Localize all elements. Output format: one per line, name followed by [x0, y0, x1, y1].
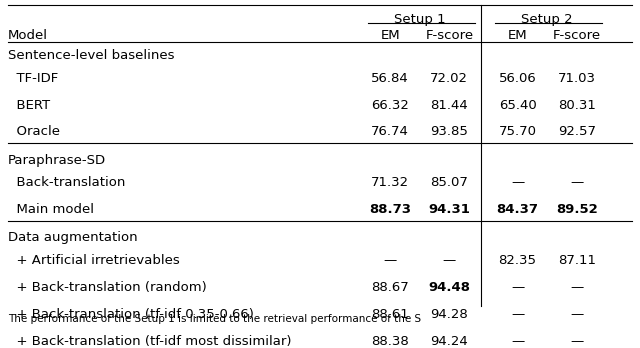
Text: EM: EM — [380, 29, 400, 42]
Text: —: — — [511, 308, 524, 321]
Text: 75.70: 75.70 — [499, 125, 536, 139]
Text: Main model: Main model — [8, 203, 94, 216]
Text: 92.57: 92.57 — [558, 125, 596, 139]
Text: EM: EM — [508, 29, 527, 42]
Text: 93.85: 93.85 — [431, 125, 468, 139]
Text: 87.11: 87.11 — [558, 254, 596, 267]
Text: 65.40: 65.40 — [499, 98, 536, 111]
Text: —: — — [511, 335, 524, 348]
Text: BERT: BERT — [8, 98, 50, 111]
Text: + Back-translation (tf-idf most dissimilar): + Back-translation (tf-idf most dissimil… — [8, 335, 291, 348]
Text: 89.52: 89.52 — [556, 203, 598, 216]
Text: 94.28: 94.28 — [431, 308, 468, 321]
Text: Oracle: Oracle — [8, 125, 60, 139]
Text: + Artificial irretrievables: + Artificial irretrievables — [8, 254, 179, 267]
Text: 66.32: 66.32 — [371, 98, 409, 111]
Text: Setup 2: Setup 2 — [522, 13, 573, 26]
Text: 82.35: 82.35 — [499, 254, 536, 267]
Text: Model: Model — [8, 29, 48, 42]
Text: 71.03: 71.03 — [558, 72, 596, 85]
Text: 94.48: 94.48 — [428, 281, 470, 294]
Text: 56.84: 56.84 — [371, 72, 409, 85]
Text: Back-translation: Back-translation — [8, 176, 125, 189]
Text: 88.61: 88.61 — [371, 308, 409, 321]
Text: Setup 1: Setup 1 — [394, 13, 445, 26]
Text: 71.32: 71.32 — [371, 176, 409, 189]
Text: Paraphrase-SD: Paraphrase-SD — [8, 153, 106, 167]
Text: —: — — [383, 254, 397, 267]
Text: 88.38: 88.38 — [371, 335, 409, 348]
Text: —: — — [511, 281, 524, 294]
Text: 85.07: 85.07 — [431, 176, 468, 189]
Text: 76.74: 76.74 — [371, 125, 409, 139]
Text: 84.37: 84.37 — [497, 203, 538, 216]
Text: 72.02: 72.02 — [430, 72, 468, 85]
Text: 80.31: 80.31 — [558, 98, 596, 111]
Text: 88.73: 88.73 — [369, 203, 411, 216]
Text: —: — — [570, 176, 584, 189]
Text: + Back-translation (tf-idf 0.35-0.66): + Back-translation (tf-idf 0.35-0.66) — [8, 308, 253, 321]
Text: Data augmentation: Data augmentation — [8, 231, 138, 244]
Text: 94.31: 94.31 — [428, 203, 470, 216]
Text: —: — — [570, 335, 584, 348]
Text: + Back-translation (random): + Back-translation (random) — [8, 281, 207, 294]
Text: Sentence-level baselines: Sentence-level baselines — [8, 49, 174, 62]
Text: 56.06: 56.06 — [499, 72, 536, 85]
Text: F-score: F-score — [426, 29, 474, 42]
Text: —: — — [570, 281, 584, 294]
Text: —: — — [570, 308, 584, 321]
Text: The performance of the Setup 1 is limited to the retrieval performance of the S: The performance of the Setup 1 is limite… — [8, 314, 421, 324]
Text: —: — — [443, 254, 456, 267]
Text: TF-IDF: TF-IDF — [8, 72, 58, 85]
Text: F-score: F-score — [553, 29, 601, 42]
Text: 81.44: 81.44 — [431, 98, 468, 111]
Text: 94.24: 94.24 — [431, 335, 468, 348]
Text: —: — — [511, 176, 524, 189]
Text: 88.67: 88.67 — [371, 281, 409, 294]
